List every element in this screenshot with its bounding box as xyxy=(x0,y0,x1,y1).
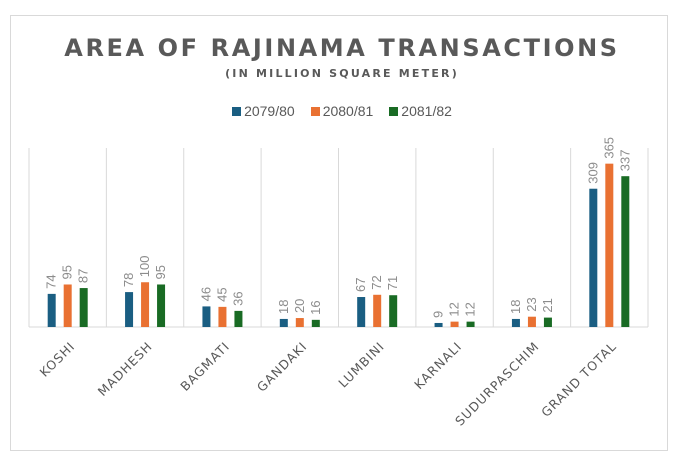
data-label: 23 xyxy=(524,297,539,311)
data-label: 365 xyxy=(601,137,616,159)
data-label: 46 xyxy=(198,287,213,301)
data-label: 12 xyxy=(463,302,478,316)
chart-subtitle: (IN MILLION SQUARE METER) xyxy=(225,67,459,80)
data-label: 309 xyxy=(585,162,600,184)
data-label: 18 xyxy=(508,299,523,313)
data-label: 9 xyxy=(431,311,446,318)
legend-label: 2080/81 xyxy=(322,103,374,119)
data-label: 95 xyxy=(153,265,168,279)
bar-2079-80-bagmati xyxy=(202,306,211,327)
data-label: 45 xyxy=(214,287,229,301)
category-label: BAGMATI xyxy=(177,339,232,394)
category-label: GRAND TOTAL xyxy=(538,339,619,420)
category-label: MADHESH xyxy=(95,339,156,400)
bar-2079-80-sudurpaschim xyxy=(511,318,520,327)
data-label: 21 xyxy=(540,298,555,312)
legend-item-2079-80: 2079/80 xyxy=(232,103,295,119)
category-label: LUMBINI xyxy=(335,339,387,391)
bar-2081-82-madhesh xyxy=(157,284,166,327)
bar-2080-81-madhesh xyxy=(141,282,150,327)
category-label: SUDURPASCHIM xyxy=(452,339,542,429)
bar-2080-81-grand-total xyxy=(605,163,614,327)
data-label: 72 xyxy=(369,275,384,289)
bar-2080-81-bagmati xyxy=(218,306,227,327)
bar-2081-82-koshi xyxy=(79,288,88,327)
legend-swatch xyxy=(389,106,399,116)
bar-2081-82-bagmati xyxy=(234,310,243,327)
bar-2079-80-karnali xyxy=(434,322,443,327)
bar-2079-80-koshi xyxy=(47,293,56,327)
bar-2079-80-madhesh xyxy=(125,292,134,327)
legend-label: 2079/80 xyxy=(244,103,295,119)
data-label: 18 xyxy=(276,299,291,313)
bar-2080-81-gandaki xyxy=(295,318,304,327)
data-label: 16 xyxy=(308,300,323,314)
bar-2081-82-grand-total xyxy=(621,176,630,327)
data-label: 71 xyxy=(385,276,400,290)
data-label: 74 xyxy=(44,274,59,288)
bar-2079-80-grand-total xyxy=(589,188,598,327)
bar-2081-82-lumbini xyxy=(389,295,398,327)
chart-frame xyxy=(10,15,668,451)
chart-title: AREA OF RAJINAMA TRANSACTIONS xyxy=(64,34,620,62)
bar-2080-81-sudurpaschim xyxy=(527,316,536,327)
category-label: KOSHI xyxy=(37,339,78,380)
data-label: 78 xyxy=(121,273,136,287)
bar-2080-81-karnali xyxy=(450,321,459,327)
legend-label: 2081/82 xyxy=(401,103,452,119)
bar-2081-82-gandaki xyxy=(311,319,320,327)
legend: 2079/80 2080/81 2081/82 xyxy=(0,103,684,119)
bar-2080-81-koshi xyxy=(63,284,72,327)
category-label: KARNALI xyxy=(411,339,465,393)
data-label: 12 xyxy=(447,302,462,316)
data-label: 95 xyxy=(60,265,75,279)
category-label: GANDAKI xyxy=(254,339,310,395)
bar-2081-82-karnali xyxy=(466,321,475,327)
data-label: 36 xyxy=(230,291,245,305)
bar-2079-80-gandaki xyxy=(279,318,288,327)
data-label: 20 xyxy=(292,299,307,313)
bar-2079-80-lumbini xyxy=(357,297,366,327)
legend-swatch xyxy=(232,106,242,116)
legend-swatch xyxy=(310,106,320,116)
data-label: 67 xyxy=(353,278,368,292)
data-label: 87 xyxy=(76,269,91,283)
bar-2080-81-lumbini xyxy=(373,294,382,327)
legend-item-2081-82: 2081/82 xyxy=(389,103,452,119)
data-label: 100 xyxy=(137,256,152,278)
bar-2081-82-sudurpaschim xyxy=(543,317,552,327)
legend-item-2080-81: 2080/81 xyxy=(310,103,374,119)
data-label: 337 xyxy=(617,149,632,171)
